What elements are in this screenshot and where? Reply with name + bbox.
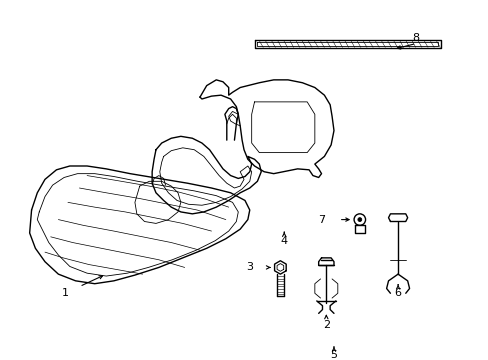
Text: 8: 8 — [412, 33, 419, 43]
Text: 3: 3 — [246, 262, 253, 273]
Text: 4: 4 — [280, 236, 287, 246]
Text: 5: 5 — [330, 351, 337, 360]
Text: 2: 2 — [322, 320, 329, 330]
Circle shape — [357, 218, 361, 221]
Text: 7: 7 — [317, 215, 325, 225]
Text: 1: 1 — [61, 288, 68, 298]
Text: 6: 6 — [394, 288, 401, 298]
